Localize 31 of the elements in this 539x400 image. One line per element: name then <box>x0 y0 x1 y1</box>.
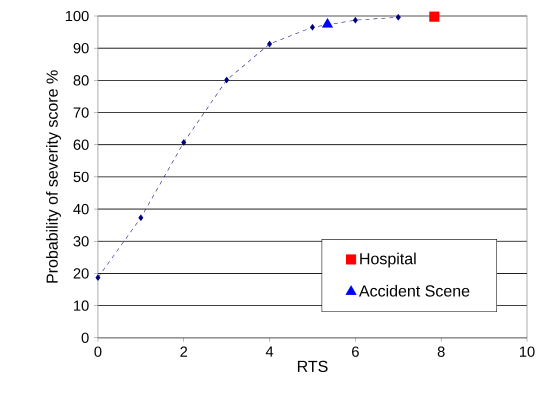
y-tick-label: 10 <box>74 300 89 311</box>
y-tick-label: 40 <box>73 204 89 214</box>
y-axis-title: Probability of severity score % <box>46 70 61 283</box>
point <box>181 139 186 146</box>
point <box>322 18 333 28</box>
y-tick-label: 50 <box>74 172 89 182</box>
x-tick-label: 10 <box>520 346 535 357</box>
point <box>138 214 144 222</box>
y-tick-label: 90 <box>74 43 89 54</box>
point <box>95 274 100 281</box>
y-tick-label: 70 <box>74 107 89 118</box>
y-tick-label: 60 <box>74 140 89 150</box>
point <box>352 17 358 24</box>
y-tick-label: 100 <box>66 10 89 22</box>
x-tick-label: 4 <box>266 346 274 357</box>
x-tick-label: 0 <box>94 346 102 357</box>
y-tick-label: 80 <box>74 75 89 86</box>
point <box>224 76 230 84</box>
x-tick-label: 2 <box>180 346 188 357</box>
y-tick-label: 20 <box>74 268 89 279</box>
x-axis-title: RTS <box>298 360 328 372</box>
y-tick-label: 30 <box>73 236 89 247</box>
legend-label: Hospital <box>360 252 416 268</box>
x-tick-label: 6 <box>352 346 359 357</box>
x-tick-label: 8 <box>438 346 445 357</box>
point <box>396 14 401 21</box>
y-tick-label: 0 <box>82 332 89 344</box>
point <box>310 24 315 31</box>
point <box>267 40 272 48</box>
legend-label: Accident Scene <box>358 285 470 297</box>
point <box>429 12 440 22</box>
